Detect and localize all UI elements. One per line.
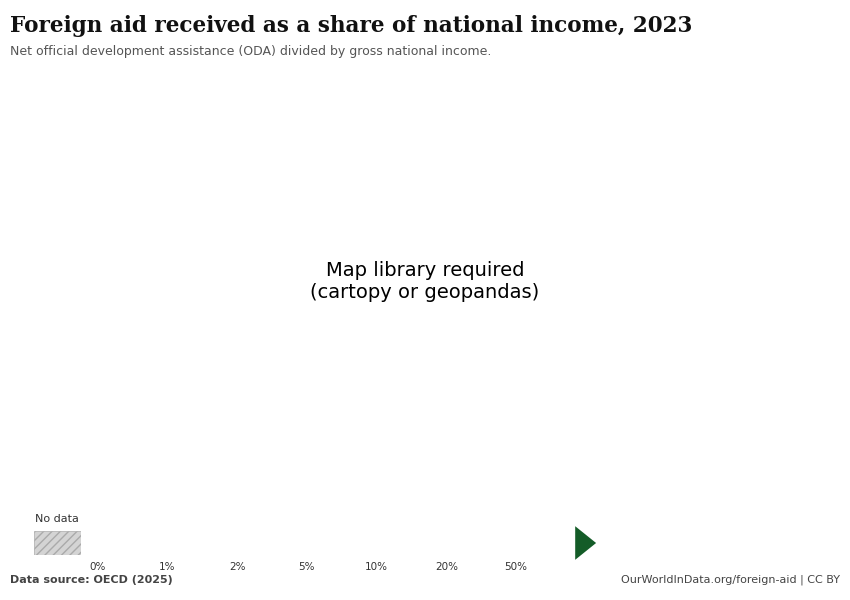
Text: Data source: OECD (2025): Data source: OECD (2025) [10,575,173,585]
Text: 20%: 20% [434,562,458,572]
Polygon shape [575,526,596,560]
Text: Our World
in Data: Our World in Data [727,19,798,49]
Text: 50%: 50% [504,562,528,572]
Text: Foreign aid received as a share of national income, 2023: Foreign aid received as a share of natio… [10,15,693,37]
Text: 1%: 1% [159,562,176,572]
Text: No data: No data [36,514,79,524]
Text: 2%: 2% [229,562,246,572]
Text: Map library required
(cartopy or geopandas): Map library required (cartopy or geopand… [310,262,540,302]
Text: 5%: 5% [298,562,315,572]
Text: OurWorldInData.org/foreign-aid | CC BY: OurWorldInData.org/foreign-aid | CC BY [620,575,840,585]
Text: 10%: 10% [365,562,388,572]
Text: Net official development assistance (ODA) divided by gross national income.: Net official development assistance (ODA… [10,45,491,58]
Text: 0%: 0% [89,562,106,572]
